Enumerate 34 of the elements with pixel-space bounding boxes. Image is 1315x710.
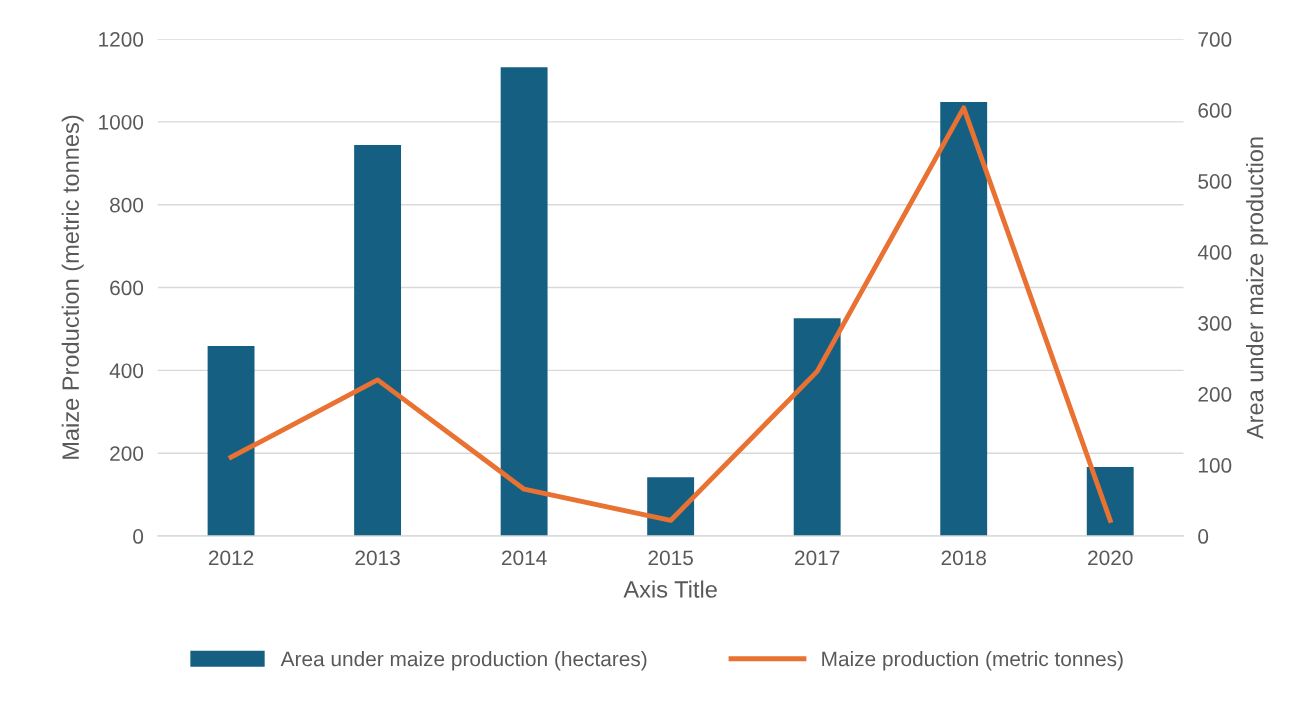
y-tick-label: 0 [133, 529, 144, 544]
x-axis-title: Axis Title [623, 580, 717, 598]
y2-tick-label: 100 [1198, 458, 1232, 473]
legend-label: Area under maize production (hectares) [280, 651, 647, 671]
y-tick-label: 400 [109, 363, 144, 379]
x-tick-label: 2014 [502, 550, 547, 566]
y-axis-title: Maize Production (metric tonnes) [61, 115, 84, 459]
y2-axis-title: Area under maize production [1246, 137, 1269, 440]
y-tick-label: 200 [110, 446, 144, 461]
line-series [228, 105, 1113, 523]
y2-tick-label: 700 [1198, 32, 1232, 47]
y2-tick-label: 500 [1198, 174, 1232, 189]
y2-tick-label: 0 [1198, 529, 1209, 544]
bar [500, 67, 548, 537]
bar [354, 145, 402, 537]
x-tick-label: 2018 [941, 550, 986, 566]
bar [793, 318, 841, 537]
y-tick-label: 800 [110, 197, 144, 213]
x-tick-label: 2015 [648, 550, 693, 566]
x-tick-label: 2020 [1088, 550, 1133, 566]
x-tick-label: 2017 [795, 550, 840, 566]
bar [207, 345, 255, 537]
y2-tick-label: 400 [1197, 245, 1232, 260]
x-tick-label: 2012 [208, 550, 254, 566]
legend-label: Maize production (metric tonnes) [822, 651, 1123, 671]
y-tick-label: 1000 [99, 114, 144, 130]
x-tick-label: 2013 [355, 550, 400, 566]
y-tick-label: 600 [110, 280, 144, 296]
y2-tick-label: 300 [1198, 316, 1232, 331]
y2-tick-label: 200 [1198, 387, 1232, 402]
y2-tick-label: 600 [1198, 103, 1232, 118]
bar [1086, 466, 1134, 537]
bar [940, 102, 988, 537]
y-tick-label: 1200 [99, 32, 144, 47]
